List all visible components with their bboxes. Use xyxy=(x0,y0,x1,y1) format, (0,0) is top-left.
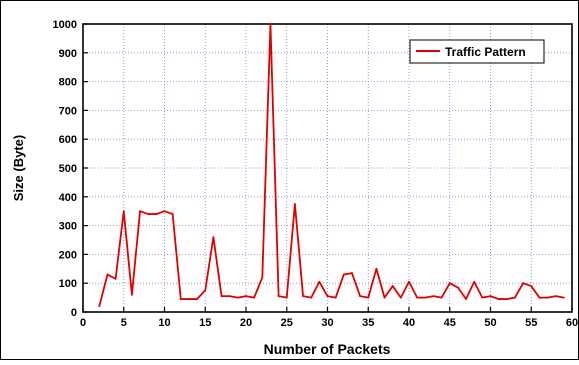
data-point xyxy=(342,273,345,276)
data-point xyxy=(294,203,296,205)
data-point xyxy=(122,210,125,213)
data-point xyxy=(155,213,158,215)
data-point xyxy=(375,267,378,270)
x-tick-label: 30 xyxy=(321,317,333,329)
data-point xyxy=(465,298,467,300)
data-point xyxy=(245,295,247,298)
y-tick-label: 1000 xyxy=(53,19,77,31)
grid xyxy=(83,24,572,312)
x-tick-label: 10 xyxy=(158,317,170,329)
y-tick-label: 400 xyxy=(59,192,77,204)
x-tick-label: 25 xyxy=(281,317,293,329)
data-point xyxy=(98,305,101,308)
data-point xyxy=(204,289,207,292)
data-point xyxy=(326,295,329,298)
x-tick-label: 40 xyxy=(403,317,415,329)
series-line xyxy=(98,23,565,307)
data-point xyxy=(505,298,508,300)
series-layer xyxy=(98,23,565,308)
data-point xyxy=(522,282,524,285)
data-point xyxy=(473,280,476,283)
x-axis-label: Number of Packets xyxy=(264,341,391,357)
y-tick-label: 300 xyxy=(59,221,77,233)
y-tick-label: 200 xyxy=(59,249,77,261)
data-point xyxy=(383,296,386,299)
y-tick-label: 100 xyxy=(59,278,77,290)
data-point xyxy=(269,23,272,25)
data-point xyxy=(228,295,231,298)
data-point xyxy=(367,296,370,299)
data-point xyxy=(302,295,304,298)
data-point xyxy=(514,296,516,299)
data-point xyxy=(261,276,264,279)
data-point xyxy=(530,285,533,287)
data-point xyxy=(253,296,256,299)
data-point xyxy=(351,272,353,275)
legend-box xyxy=(409,39,545,64)
data-point xyxy=(554,295,557,298)
axis-ticks: 0 5 10 15 20 25 30 35 40 45 50 55 600100200300400500… xyxy=(53,19,579,329)
x-tick-label: 5 xyxy=(121,317,127,329)
data-point xyxy=(188,298,190,300)
x-tick-label: 60 xyxy=(566,317,578,329)
data-point xyxy=(114,277,117,280)
data-point xyxy=(106,273,109,276)
data-point xyxy=(432,295,435,298)
data-point xyxy=(334,296,337,299)
data-point xyxy=(416,296,419,299)
data-point xyxy=(391,285,394,287)
x-tick-label: 45 xyxy=(444,317,456,329)
data-point xyxy=(399,296,402,299)
data-point xyxy=(220,295,223,298)
data-point xyxy=(310,296,313,299)
data-point xyxy=(285,296,288,299)
data-point xyxy=(448,282,451,285)
data-point xyxy=(163,210,166,213)
data-point xyxy=(489,295,492,298)
x-tick-label: 50 xyxy=(484,317,496,329)
data-point xyxy=(538,296,541,299)
x-tick-label: 20 xyxy=(240,317,252,329)
data-point xyxy=(196,298,199,300)
data-point xyxy=(179,298,182,300)
x-tick-label: 35 xyxy=(362,317,374,329)
y-tick-label: 700 xyxy=(59,105,77,117)
data-point xyxy=(424,296,427,299)
data-point xyxy=(318,280,321,283)
data-point xyxy=(359,295,361,298)
data-point xyxy=(139,210,141,213)
data-point xyxy=(212,236,215,239)
y-tick-label: 0 xyxy=(71,307,77,319)
data-point xyxy=(497,298,500,300)
data-point xyxy=(171,213,174,215)
y-tick-label: 600 xyxy=(59,134,77,146)
data-point xyxy=(131,293,133,296)
x-tick-label: 55 xyxy=(525,317,537,329)
data-point xyxy=(277,295,280,298)
data-point xyxy=(457,286,459,289)
data-point xyxy=(440,296,443,299)
data-point xyxy=(562,296,565,299)
y-tick-label: 900 xyxy=(59,48,77,60)
data-point xyxy=(236,296,239,299)
legend: Traffic Pattern xyxy=(409,39,545,64)
data-point xyxy=(408,280,410,283)
x-tick-label: 15 xyxy=(199,317,211,329)
y-axis-label: Size (Byte) xyxy=(11,135,26,201)
data-point xyxy=(546,296,549,299)
data-point xyxy=(147,213,150,215)
data-point xyxy=(481,296,484,299)
x-tick-label: 0 xyxy=(80,317,86,329)
y-tick-label: 500 xyxy=(59,163,77,175)
legend-label: Traffic Pattern xyxy=(445,45,526,59)
y-tick-label: 800 xyxy=(59,77,77,89)
